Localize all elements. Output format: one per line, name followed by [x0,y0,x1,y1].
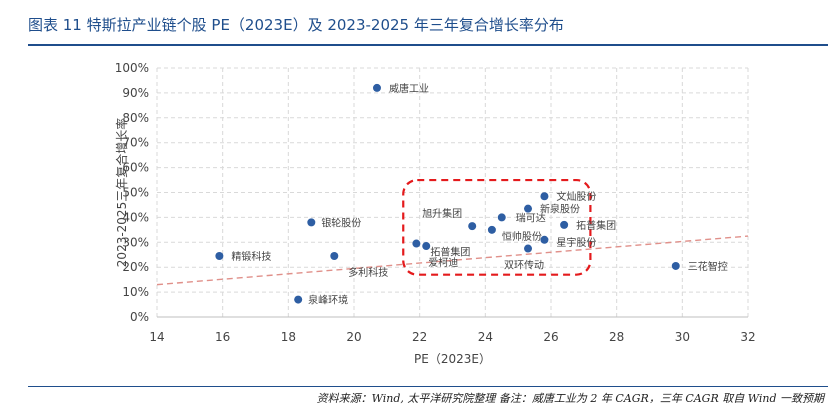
data-label: 旭升集团 [422,207,462,220]
x-tick-label: 20 [346,330,361,344]
x-tick-label: 16 [215,330,230,344]
data-label: 三花智控 [688,260,728,273]
data-point [497,213,506,222]
y-tick-label: 90% [122,86,149,100]
x-tick-label: 24 [478,330,493,344]
data-point [487,225,496,234]
y-tick-label: 50% [122,186,149,200]
x-tick-label: 26 [543,330,558,344]
x-tick-label: 32 [740,330,755,344]
data-label: 新泉股份 [540,203,580,216]
data-label: 文灿股份 [556,190,596,203]
data-label: 恒帅股份 [502,230,542,243]
y-tick-label: 0% [130,310,149,324]
y-tick-label: 100% [115,61,149,75]
data-point [524,204,533,213]
x-tick-label: 22 [412,330,427,344]
data-label: 双环传动 [504,260,544,272]
data-label: 爱柯迪 [428,256,458,269]
chart-title: 图表 11 特斯拉产业链个股 PE（2023E）及 2023-2025 年三年复… [28,16,564,34]
data-label: 威唐工业 [389,82,429,95]
data-label: 多利科技 [348,266,388,279]
title-divider [28,44,828,46]
y-tick-label: 80% [122,111,149,125]
data-label: 瑞可达 [516,212,546,224]
x-tick-label: 28 [609,330,624,344]
trendline [156,235,749,286]
data-point [524,244,533,253]
x-tick-label: 30 [675,330,690,344]
x-axis-title: PE（2023E） [414,352,491,366]
data-point [372,83,381,92]
y-tick-label: 30% [122,235,149,249]
data-point [540,235,549,244]
data-point [412,239,421,248]
y-tick-label: 60% [122,161,149,175]
highlight-box [402,178,592,276]
y-tick-label: 10% [122,285,149,299]
scatter-chart: 0% 10% 20% 30% 40% 50% 60% 70% 80% 90% 100% 14 16 18 2… [114,61,756,366]
data-label: 拓普集团 [430,246,470,259]
source-note: 资料来源：Wind, 太平洋研究院整理 备注：威唐工业为 2 年 CAGR，三年… [316,392,824,405]
data-point [560,220,569,229]
data-label: 星宇股份 [556,236,596,249]
y-tick-label: 70% [122,136,149,150]
data-label: 拓普集团 [576,219,616,232]
x-tick-label: 14 [149,330,164,344]
footer-divider [28,386,828,387]
data-label: 精锻科技 [231,250,271,263]
data-point [307,218,316,227]
y-axis-title: 2023-2025三年复合增长率 [114,118,129,267]
data-label: 银轮股份 [321,216,361,229]
x-tick-label: 18 [281,330,296,344]
data-point [468,222,477,231]
data-label: 泉峰环境 [308,294,348,307]
data-point [330,251,339,260]
data-point [215,251,224,260]
y-tick-label: 40% [122,210,149,224]
y-tick-label: 20% [122,260,149,274]
data-point [294,295,303,304]
data-point [422,242,431,251]
data-point [540,192,549,201]
data-point [671,261,680,270]
